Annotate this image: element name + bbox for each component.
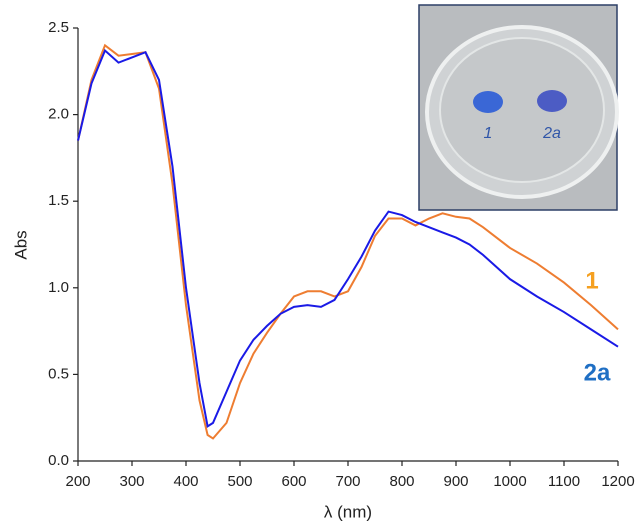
x-tick-label: 1000 — [493, 473, 526, 490]
y-tick-label: 0.5 — [48, 365, 69, 382]
series-label: 2a — [584, 359, 611, 386]
inset-label: 2a — [542, 125, 561, 142]
inset-photo — [418, 4, 619, 211]
y-tick-label: 1.5 — [48, 192, 69, 209]
y-axis-title: Abs — [11, 230, 30, 259]
x-tick-label: 1200 — [601, 473, 634, 490]
series-label: 1 — [585, 267, 598, 294]
y-tick-label: 2.5 — [48, 19, 69, 36]
x-tick-label: 500 — [227, 473, 252, 490]
x-tick-label: 400 — [173, 473, 198, 490]
x-tick-label: 700 — [335, 473, 360, 490]
inset-label: 1 — [484, 125, 493, 142]
x-tick-label: 300 — [119, 473, 144, 490]
x-tick-label: 200 — [65, 473, 90, 490]
x-tick-label: 1100 — [548, 473, 580, 490]
y-tick-label: 0.0 — [48, 452, 69, 469]
x-axis-title: λ (nm) — [324, 502, 372, 521]
x-tick-label: 800 — [389, 473, 414, 490]
series-line — [77, 43, 619, 440]
x-tick-label: 600 — [281, 473, 306, 490]
x-tick-label: 900 — [443, 473, 468, 490]
y-tick-label: 2.0 — [48, 106, 69, 123]
y-tick-label: 1.0 — [48, 279, 69, 296]
series-line — [77, 48, 619, 429]
